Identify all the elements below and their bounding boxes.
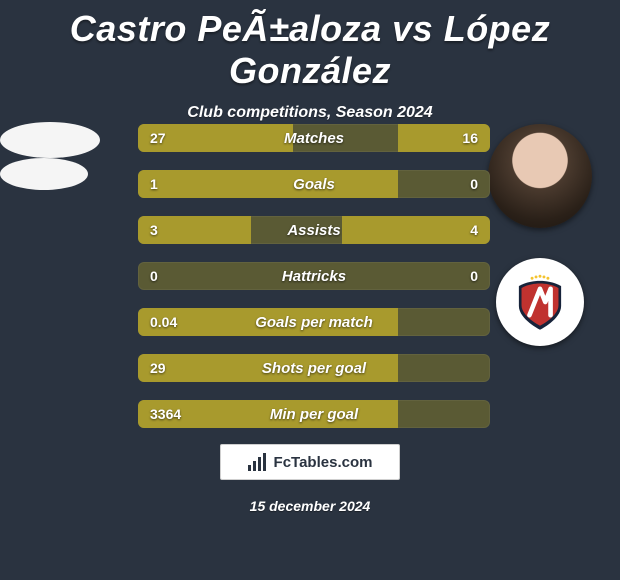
player1-avatar-placeholder-b [0, 158, 88, 190]
stat-bar-left [138, 354, 398, 382]
stat-row-hattricks: 0 Hattricks 0 [138, 262, 490, 290]
subtitle: Club competitions, Season 2024 [0, 104, 620, 122]
stat-val-right: 0 [470, 262, 478, 290]
stat-bar-right [398, 124, 490, 152]
player1-avatar-placeholder-a [0, 122, 100, 158]
stat-row-assists: 3 Assists 4 [138, 216, 490, 244]
stat-bar-right [342, 216, 490, 244]
stat-row-matches: 27 Matches 16 [138, 124, 490, 152]
bars-icon [248, 453, 268, 471]
stats-container: 27 Matches 16 1 Goals 0 3 Assists 4 0 Ha… [138, 124, 490, 446]
footer-date: 15 december 2024 [0, 498, 620, 514]
stat-val-right: 0 [470, 170, 478, 198]
page-title: Castro PeÃ±aloza vs López González [0, 0, 620, 92]
stat-row-goals-per-match: 0.04 Goals per match [138, 308, 490, 336]
stat-bar-left [138, 216, 251, 244]
stat-bar-left [138, 170, 398, 198]
stat-row-shots-per-goal: 29 Shots per goal [138, 354, 490, 382]
stat-row-min-per-goal: 3364 Min per goal [138, 400, 490, 428]
stat-val-left: 0 [150, 262, 158, 290]
footer-brand-text: FcTables.com [274, 454, 373, 471]
player2-avatar [488, 124, 592, 228]
stat-label: Hattricks [138, 262, 490, 290]
stat-bar-left [138, 124, 293, 152]
footer-brand[interactable]: FcTables.com [220, 444, 400, 480]
stat-bar-left [138, 400, 398, 428]
stat-row-goals: 1 Goals 0 [138, 170, 490, 198]
club-crest-icon [507, 269, 573, 335]
stat-bar-left [138, 308, 398, 336]
player2-club-badge [496, 258, 584, 346]
